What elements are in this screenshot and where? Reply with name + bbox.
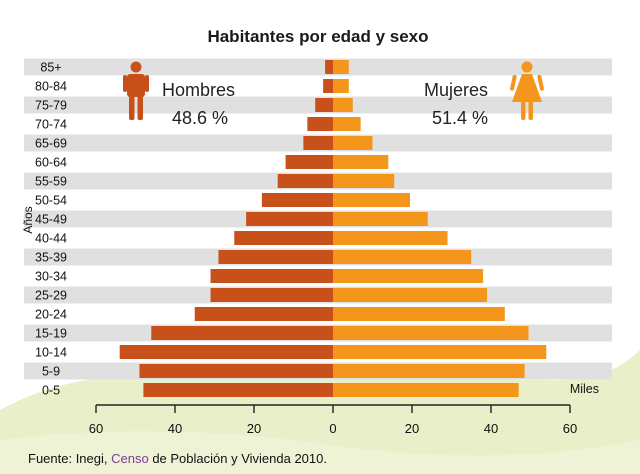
bar-mujeres	[333, 117, 361, 131]
bar-mujeres	[333, 326, 529, 340]
bar-hombres	[194, 307, 333, 321]
age-label: 70-74	[35, 118, 67, 132]
source-suffix: de Población y Vivienda 2010.	[149, 451, 327, 466]
age-label: 55-59	[35, 175, 67, 189]
age-label: 20-24	[35, 308, 67, 322]
bar-mujeres	[333, 98, 353, 112]
bar-hombres	[218, 250, 333, 264]
row-band	[24, 58, 612, 76]
bar-mujeres	[333, 364, 525, 378]
bar-mujeres	[333, 250, 472, 264]
bar-mujeres	[333, 193, 411, 207]
bar-mujeres	[333, 288, 488, 302]
age-label: 15-19	[35, 327, 67, 341]
source-prefix: Fuente: Inegi,	[28, 451, 111, 466]
bar-hombres	[139, 364, 333, 378]
legend-mujeres-percent: 51.4 %	[432, 108, 488, 128]
age-label: 65-69	[35, 137, 67, 151]
bar-hombres	[234, 231, 333, 245]
age-label: 85+	[40, 61, 61, 75]
bar-hombres	[303, 136, 333, 150]
age-label: 75-79	[35, 99, 67, 113]
bar-mujeres	[333, 155, 389, 169]
age-label: 60-64	[35, 156, 67, 170]
bar-mujeres	[333, 307, 505, 321]
male-person-icon	[123, 61, 149, 120]
bar-mujeres	[333, 174, 395, 188]
x-tick-label: 20	[247, 421, 261, 436]
x-tick-label: 20	[405, 421, 419, 436]
bar-hombres	[151, 326, 333, 340]
x-tick-label: 60	[563, 421, 577, 436]
bar-hombres	[261, 193, 333, 207]
bar-mujeres	[333, 136, 373, 150]
bar-mujeres	[333, 212, 428, 226]
bar-mujeres	[333, 345, 547, 359]
x-tick-label: 60	[89, 421, 103, 436]
bar-hombres	[246, 212, 333, 226]
unit-label: Miles	[570, 382, 599, 396]
age-label: 80-84	[35, 80, 67, 94]
bar-mujeres	[333, 60, 349, 74]
bar-mujeres	[333, 383, 519, 397]
legend-hombres-label: Hombres	[162, 80, 235, 100]
y-axis-label: Años	[21, 206, 35, 233]
x-tick-label: 40	[484, 421, 498, 436]
bar-mujeres	[333, 269, 484, 283]
female-person-icon	[510, 61, 544, 120]
x-axis: 60 40 20 0 20 40 60	[89, 404, 577, 436]
x-tick-label: 40	[168, 421, 182, 436]
bar-hombres	[307, 117, 333, 131]
age-label: 35-39	[35, 251, 67, 265]
age-label: 50-54	[35, 194, 67, 208]
age-label: 5-9	[42, 365, 60, 379]
legend-mujeres-label: Mujeres	[424, 80, 488, 100]
age-labels: 85+ 80-84 75-79 70-74 65-69 60-64 55-59 50-54 45…	[35, 61, 67, 398]
age-label: 45-49	[35, 213, 67, 227]
bar-hombres	[323, 79, 333, 93]
source-note: Fuente: Inegi, Censo de Población y Vivi…	[28, 451, 327, 466]
legend-hombres-percent: 48.6 %	[172, 108, 228, 128]
age-label: 0-5	[42, 384, 60, 398]
bar-hombres	[143, 383, 333, 397]
bar-hombres	[285, 155, 333, 169]
legend-hombres: Hombres 48.6 %	[123, 61, 235, 128]
bar-mujeres	[333, 79, 349, 93]
bar-hombres	[325, 60, 333, 74]
bar-hombres	[210, 288, 333, 302]
age-label: 10-14	[35, 346, 67, 360]
bar-hombres	[277, 174, 333, 188]
bar-hombres	[210, 269, 333, 283]
bars	[119, 60, 547, 397]
x-tick-label: 0	[329, 421, 336, 436]
bar-hombres	[119, 345, 333, 359]
age-label: 30-34	[35, 270, 67, 284]
bar-hombres	[315, 98, 333, 112]
age-label: 25-29	[35, 289, 67, 303]
background-decoration	[0, 350, 640, 474]
bar-mujeres	[333, 231, 448, 245]
chart-title: Habitantes por edad y sexo	[207, 27, 428, 46]
age-label: 40-44	[35, 232, 67, 246]
legend-mujeres: Mujeres 51.4 %	[424, 61, 544, 128]
source-highlight: Censo	[111, 451, 149, 466]
